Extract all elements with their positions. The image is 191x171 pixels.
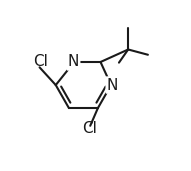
Text: N: N <box>68 55 79 69</box>
Text: Cl: Cl <box>83 121 97 136</box>
Text: Cl: Cl <box>33 55 48 69</box>
Text: N: N <box>107 77 118 93</box>
